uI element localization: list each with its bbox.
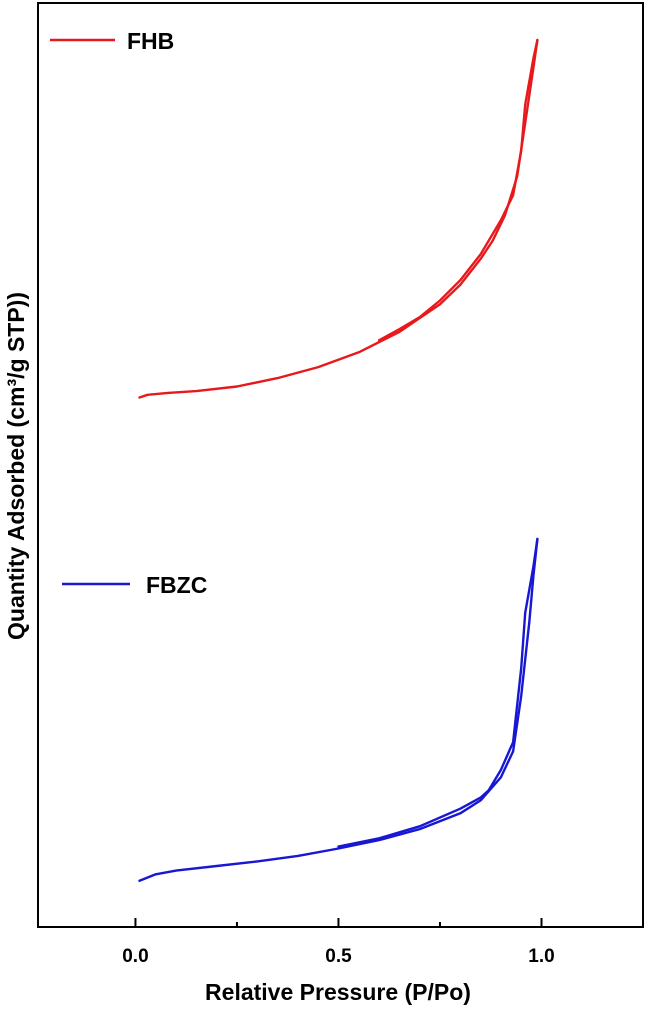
fhb-adsorption-line [138,38,539,399]
legend-label-fbzc: FBZC [146,572,207,598]
fhb-desorption-line [377,38,539,342]
x-tick-label: 0.0 [122,946,148,967]
series-layer [138,38,539,882]
fbzc-desorption-line [337,537,539,848]
x-tick-label: 0.5 [325,946,352,967]
y-axis-title: Quantity Adsorbed (cm³/g STP)) [3,292,29,640]
x-tick-label: 1.0 [528,946,554,967]
legend-label-fhb: FHB [127,28,174,54]
legend: FHB FBZC [50,28,207,598]
x-axis-ticks: 0.0 0.5 1.0 [122,918,644,967]
plot-frame [37,2,644,928]
x-axis-title: Relative Pressure (P/Po) [205,979,471,1005]
fbzc-adsorption-line [138,537,539,882]
